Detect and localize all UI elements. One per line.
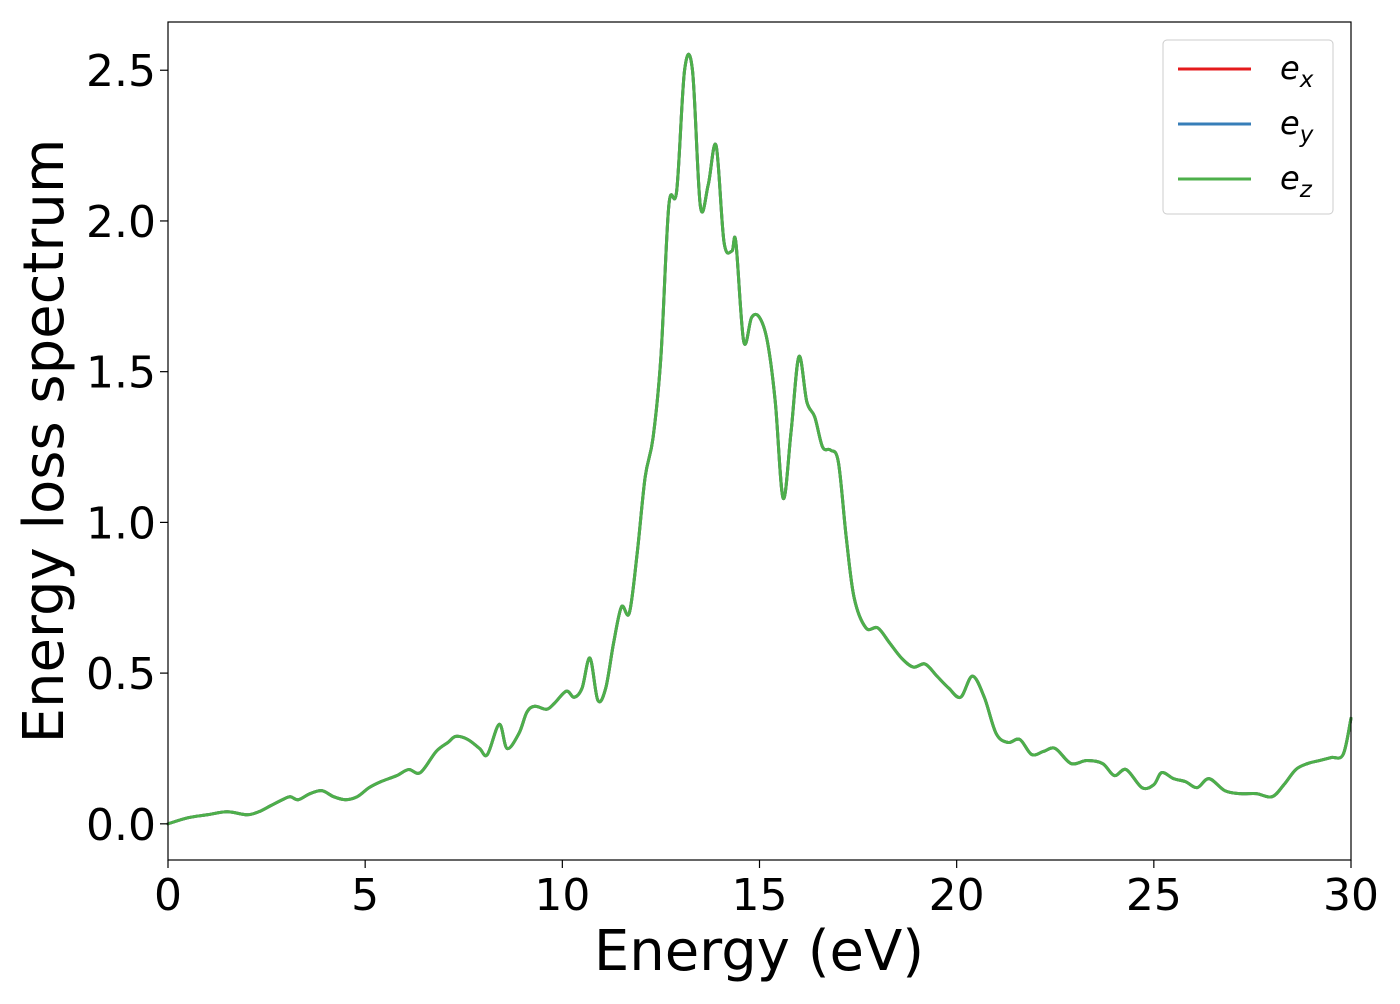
legend-box [1162,39,1334,215]
series-layer [166,52,1353,826]
y-tick-label: 2.5 [86,46,156,97]
y-tick-label: 1.5 [86,348,156,399]
legend-label-base: e [1280,159,1300,197]
y-tick-label: 2.0 [86,197,156,248]
y-tick-label: 1.0 [86,498,156,549]
x-axis: 0 5 10 15 20 25 30 [154,860,1379,921]
legend-label-subscript: z [1299,177,1313,203]
x-tick-label: 10 [534,870,590,921]
legend-label-base: e [1280,104,1300,142]
y-tick-label: 0.5 [86,649,156,700]
legend-label-e-z: ez [1280,159,1313,203]
legend-label-e-x: ex [1280,49,1314,93]
x-axis-label: Energy (eV) [594,919,924,984]
x-tick-label: 0 [154,870,182,921]
y-axis: 0.0 0.5 1.0 1.5 2.0 2.5 [86,46,168,851]
legend-label-subscript: y [1299,122,1314,148]
x-tick-label: 15 [732,870,788,921]
y-axis-label: Energy loss spectrum [12,139,77,744]
plot-background [168,22,1351,860]
legend-label-e-y: ey [1280,104,1314,148]
x-tick-label: 20 [929,870,985,921]
x-tick-label: 5 [351,870,379,921]
x-tick-label: 30 [1323,870,1379,921]
y-tick-label: 0.0 [86,800,156,851]
x-tick-label: 25 [1126,870,1182,921]
series-line-e-z [166,52,1353,826]
legend-label-base: e [1280,49,1300,87]
legend-label-subscript: x [1299,67,1314,93]
